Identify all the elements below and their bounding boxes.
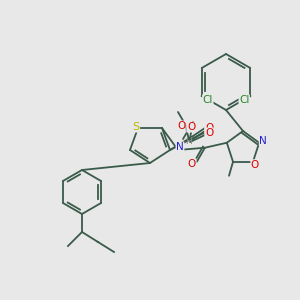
Text: O: O bbox=[251, 160, 259, 170]
Text: O: O bbox=[205, 128, 213, 138]
Text: H: H bbox=[184, 137, 191, 146]
Text: Cl: Cl bbox=[239, 95, 249, 105]
Text: N: N bbox=[259, 136, 267, 146]
Text: O: O bbox=[187, 122, 195, 132]
Text: O: O bbox=[188, 159, 196, 169]
Text: O: O bbox=[177, 121, 185, 131]
Text: S: S bbox=[132, 122, 140, 132]
Text: O: O bbox=[205, 123, 213, 133]
Text: N: N bbox=[176, 142, 184, 152]
Text: Cl: Cl bbox=[202, 95, 213, 105]
